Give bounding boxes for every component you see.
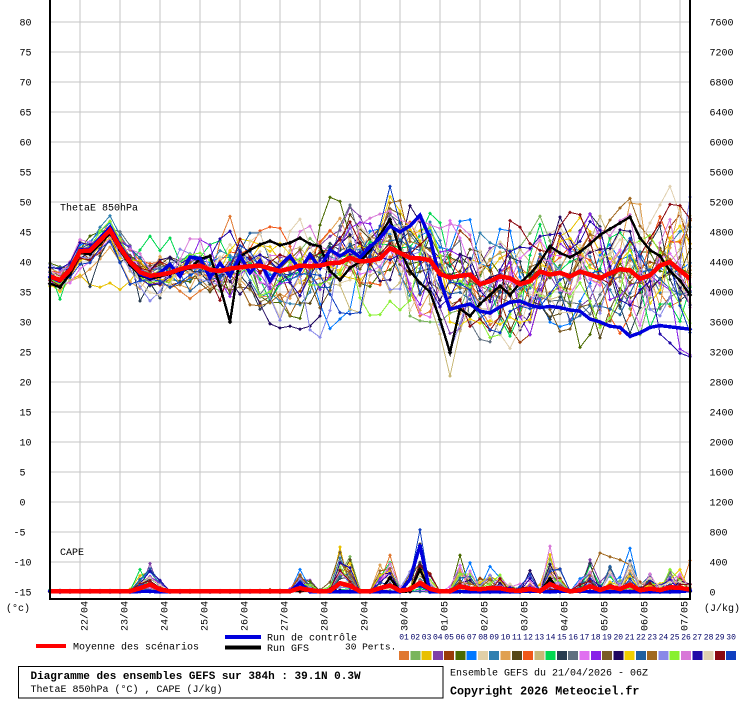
svg-text:21: 21	[625, 634, 635, 643]
svg-text:08: 08	[478, 634, 488, 643]
svg-text:3600: 3600	[710, 319, 734, 330]
svg-text:45: 45	[20, 229, 32, 240]
svg-text:06/05: 06/05	[640, 601, 652, 631]
svg-text:1600: 1600	[710, 469, 734, 480]
svg-text:2800: 2800	[710, 379, 734, 390]
svg-text:60: 60	[20, 139, 32, 150]
svg-text:-10: -10	[14, 559, 32, 570]
svg-text:70: 70	[20, 79, 32, 90]
svg-text:2000: 2000	[710, 439, 734, 450]
svg-text:5200: 5200	[710, 199, 734, 210]
svg-text:18: 18	[591, 634, 601, 643]
svg-text:05/05: 05/05	[600, 601, 612, 631]
svg-text:Diagramme des ensembles GEFS s: Diagramme des ensembles GEFS sur 384h : …	[31, 671, 361, 683]
svg-text:09: 09	[489, 634, 499, 643]
svg-text:Run GFS: Run GFS	[267, 644, 309, 655]
svg-text:ThetaE 850hPa: ThetaE 850hPa	[60, 203, 138, 215]
svg-text:11: 11	[512, 634, 522, 643]
svg-text:26: 26	[681, 634, 691, 643]
svg-text:23: 23	[647, 634, 657, 643]
svg-text:7600: 7600	[710, 19, 734, 30]
svg-text:20: 20	[613, 634, 623, 643]
svg-text:2400: 2400	[710, 409, 734, 420]
svg-text:12: 12	[523, 634, 533, 643]
svg-text:28/04: 28/04	[320, 601, 332, 631]
svg-text:(J/kg): (J/kg)	[704, 603, 740, 615]
svg-text:50: 50	[20, 199, 32, 210]
svg-text:24: 24	[659, 634, 669, 643]
svg-text:27: 27	[692, 634, 702, 643]
svg-text:22: 22	[636, 634, 646, 643]
svg-text:28: 28	[704, 634, 714, 643]
svg-text:-15: -15	[14, 589, 32, 600]
svg-text:75: 75	[20, 49, 32, 60]
svg-text:05: 05	[444, 634, 454, 643]
svg-text:30 Perts.: 30 Perts.	[345, 642, 396, 653]
svg-text:27/04: 27/04	[280, 601, 292, 631]
svg-text:6800: 6800	[710, 79, 734, 90]
svg-text:03: 03	[422, 634, 432, 643]
svg-text:17: 17	[580, 634, 590, 643]
svg-text:15: 15	[20, 409, 32, 420]
svg-text:13: 13	[535, 634, 545, 643]
svg-text:04: 04	[433, 634, 443, 643]
svg-text:4800: 4800	[710, 229, 734, 240]
svg-text:29: 29	[715, 634, 725, 643]
svg-text:40: 40	[20, 259, 32, 270]
svg-text:Ensemble GEFS du 21/04/2026 -: Ensemble GEFS du 21/04/2026 - 06Z	[450, 668, 648, 680]
svg-text:07/05: 07/05	[680, 601, 692, 631]
svg-text:0: 0	[710, 589, 716, 600]
svg-text:15: 15	[557, 634, 567, 643]
svg-text:04/05: 04/05	[560, 601, 572, 631]
svg-text:(°c): (°c)	[6, 603, 30, 615]
svg-text:4000: 4000	[710, 289, 734, 300]
svg-text:19: 19	[602, 634, 612, 643]
svg-text:25: 25	[670, 634, 680, 643]
svg-text:ThetaE 850hPa (°C) , CAPE (J/k: ThetaE 850hPa (°C) , CAPE (J/kg)	[31, 684, 223, 696]
svg-text:0: 0	[20, 499, 26, 510]
svg-text:-5: -5	[14, 529, 26, 540]
svg-text:16: 16	[568, 634, 578, 643]
svg-text:29/04: 29/04	[360, 601, 372, 631]
svg-text:6400: 6400	[710, 109, 734, 120]
svg-text:1200: 1200	[710, 499, 734, 510]
svg-text:01: 01	[399, 634, 409, 643]
svg-text:30/04: 30/04	[400, 601, 412, 631]
svg-text:02/05: 02/05	[480, 601, 492, 631]
svg-text:26/04: 26/04	[240, 601, 252, 631]
svg-text:400: 400	[710, 559, 728, 570]
svg-text:6000: 6000	[710, 139, 734, 150]
svg-text:3200: 3200	[710, 349, 734, 360]
svg-text:06: 06	[456, 634, 466, 643]
svg-text:CAPE: CAPE	[60, 548, 84, 559]
svg-text:03/05: 03/05	[520, 601, 532, 631]
svg-text:14: 14	[546, 634, 556, 643]
svg-text:22/04: 22/04	[80, 601, 92, 631]
svg-text:5600: 5600	[710, 169, 734, 180]
svg-text:4400: 4400	[710, 259, 734, 270]
svg-text:5: 5	[20, 469, 26, 480]
svg-text:07: 07	[467, 634, 477, 643]
svg-text:Moyenne des scénarios: Moyenne des scénarios	[73, 642, 199, 654]
svg-text:80: 80	[20, 19, 32, 30]
svg-text:Copyright 2026 Meteociel.fr: Copyright 2026 Meteociel.fr	[450, 685, 639, 699]
svg-text:02: 02	[410, 634, 420, 643]
svg-text:30: 30	[726, 634, 736, 643]
svg-text:25: 25	[20, 349, 32, 360]
svg-text:20: 20	[20, 379, 32, 390]
svg-text:23/04: 23/04	[120, 601, 132, 631]
svg-text:35: 35	[20, 289, 32, 300]
svg-text:10: 10	[20, 439, 32, 450]
svg-text:Run de contrôle: Run de contrôle	[267, 633, 357, 645]
svg-text:65: 65	[20, 109, 32, 120]
svg-text:25/04: 25/04	[200, 601, 212, 631]
svg-text:10: 10	[501, 634, 511, 643]
svg-text:01/05: 01/05	[440, 601, 452, 631]
svg-text:30: 30	[20, 319, 32, 330]
svg-text:24/04: 24/04	[160, 601, 172, 631]
svg-text:55: 55	[20, 169, 32, 180]
svg-text:800: 800	[710, 529, 728, 540]
svg-text:7200: 7200	[710, 49, 734, 60]
